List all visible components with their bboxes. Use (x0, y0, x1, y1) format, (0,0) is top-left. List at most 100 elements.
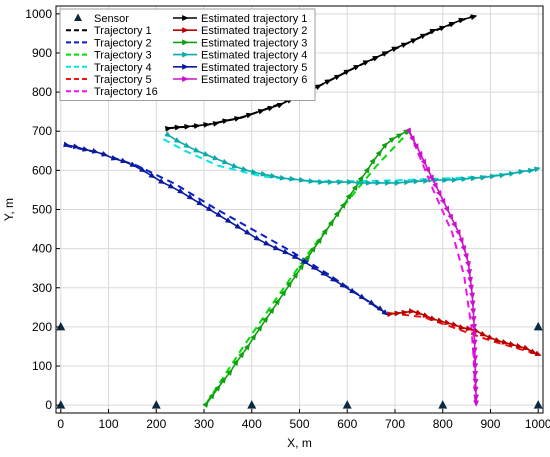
estimate-marker (250, 168, 258, 175)
estimate-marker (82, 146, 90, 152)
estimate-marker (345, 192, 352, 200)
estimate-marker (243, 343, 251, 351)
estimate-marker (232, 358, 239, 367)
estimate-marker (333, 210, 340, 218)
estimate-marker (527, 167, 535, 174)
estimate-marker (309, 245, 316, 253)
y-tick-label: 100 (32, 359, 52, 373)
estimate-marker (91, 147, 99, 154)
estimate-marker (333, 74, 342, 81)
estimate-marker (292, 271, 299, 279)
estimate-marker (245, 112, 253, 119)
estimate-marker (343, 69, 351, 76)
estimate-marker (468, 284, 474, 292)
x-tick-label: 400 (242, 417, 262, 431)
sensor-marker (438, 400, 448, 409)
estimate-marker (276, 102, 284, 109)
estimate-marker (234, 223, 242, 230)
estimate-marker (375, 149, 383, 157)
legend-label: Trajectory 16 (94, 86, 158, 98)
estimate-marker (369, 157, 376, 165)
estimate-marker (356, 179, 364, 186)
estimate-marker (451, 221, 457, 229)
estimate-marker (298, 176, 306, 183)
estimate-marker (463, 252, 469, 261)
estimate-marker (327, 179, 335, 186)
estimate-marker (231, 162, 239, 169)
estimate-marker (282, 248, 290, 255)
series-7 (164, 14, 478, 132)
estimate-marker (224, 217, 233, 224)
estimate-marker (101, 150, 109, 157)
estimate-marker (138, 166, 147, 173)
y-tick-label: 500 (32, 203, 52, 217)
y-tick-label: 300 (32, 281, 52, 295)
estimate-marker (422, 312, 430, 318)
estimate-marker (314, 84, 322, 91)
sensor-marker (342, 400, 352, 409)
legend-label: Trajectory 3 (94, 50, 152, 62)
estimate-marker (193, 123, 201, 130)
estimate-marker (268, 306, 275, 315)
estimate-marker (202, 150, 210, 157)
estimate-marker (499, 172, 507, 179)
estimate-marker (203, 121, 211, 128)
x-tick-label: 200 (146, 417, 166, 431)
legend-item: Estimated trajectory 4 (173, 50, 307, 62)
estimate-marker (444, 319, 452, 326)
estimate-marker (447, 213, 453, 221)
estimate-marker (221, 158, 230, 165)
estimate-marker (164, 131, 172, 138)
estimate-marker (534, 350, 542, 356)
estimate-marker (158, 178, 166, 185)
estimate-marker (267, 105, 275, 112)
estimate-marker (467, 276, 474, 284)
estimate-marker (472, 355, 479, 363)
estimate-marker (351, 183, 358, 192)
estimate-marker (304, 254, 311, 262)
legend-item: Trajectory 4 (66, 62, 152, 74)
x-axis-label: X, m (287, 436, 312, 450)
series-11 (63, 141, 389, 316)
estimate-marker (263, 240, 271, 246)
estimate-marker (451, 321, 459, 327)
estimate-marker (394, 180, 402, 186)
estimate-marker (448, 21, 456, 28)
estimate-marker (403, 179, 411, 186)
estimate-marker (461, 176, 469, 183)
estimate-marker (410, 38, 418, 44)
series-10 (164, 131, 541, 186)
estimate-marker (420, 158, 427, 166)
estimate-marker (458, 237, 464, 245)
legend-label: Estimated trajectory 4 (201, 50, 307, 62)
estimate-marker (508, 171, 516, 177)
estimate-marker (260, 170, 268, 177)
legend-item: Estimated trajectory 5 (173, 62, 307, 74)
estimate-marker (310, 264, 319, 271)
estimate-marker (256, 324, 263, 332)
series-3 (205, 130, 411, 404)
estimate-marker (220, 376, 227, 384)
legend-marker (182, 63, 189, 70)
estimate-marker (401, 309, 409, 316)
estimate-marker (320, 270, 328, 277)
estimate-marker (321, 227, 328, 236)
estimate-marker (391, 46, 399, 53)
estimate-marker (279, 174, 287, 181)
estimate-marker (470, 316, 477, 323)
estimate-marker (470, 308, 477, 316)
estimate-marker (289, 175, 297, 182)
estimate-marker (327, 219, 335, 227)
estimate-marker (214, 384, 221, 392)
legend-label: Sensor (94, 13, 129, 25)
estimate-marker (394, 310, 402, 317)
estimate-marker (357, 174, 364, 183)
estimate-marker (413, 178, 421, 185)
y-tick-label: 700 (32, 124, 52, 138)
y-tick-label: 600 (32, 163, 52, 177)
estimate-marker (472, 370, 479, 378)
legend-item: Trajectory 2 (66, 37, 152, 49)
estimate-marker (439, 25, 447, 32)
estimate-marker (508, 340, 516, 347)
